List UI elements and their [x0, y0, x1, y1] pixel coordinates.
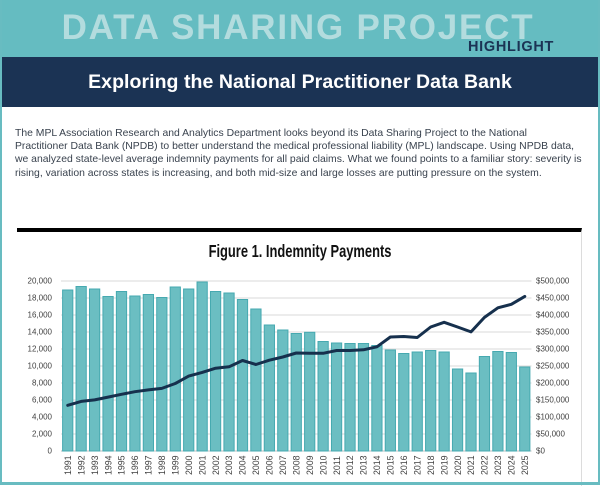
svg-text:1996: 1996 [130, 455, 140, 475]
svg-text:2000: 2000 [184, 455, 194, 475]
svg-text:1993: 1993 [90, 455, 100, 475]
svg-text:2011: 2011 [332, 456, 342, 475]
svg-text:4,000: 4,000 [32, 413, 53, 422]
svg-text:2013: 2013 [359, 455, 369, 475]
svg-text:20,000: 20,000 [28, 277, 53, 286]
svg-text:2018: 2018 [426, 455, 436, 475]
svg-text:2014: 2014 [372, 455, 382, 475]
svg-text:2009: 2009 [305, 455, 315, 475]
svg-text:16,000: 16,000 [28, 311, 53, 320]
svg-text:$300,000: $300,000 [536, 345, 570, 354]
svg-text:0: 0 [48, 447, 53, 456]
svg-text:2025: 2025 [520, 455, 530, 475]
svg-text:$250,000: $250,000 [536, 362, 570, 371]
svg-text:2001: 2001 [197, 455, 207, 475]
svg-text:2023: 2023 [493, 455, 503, 475]
svg-text:12,000: 12,000 [28, 345, 53, 354]
svg-text:$100,000: $100,000 [536, 413, 570, 422]
svg-text:2007: 2007 [278, 455, 288, 475]
svg-text:2010: 2010 [318, 455, 328, 475]
svg-text:2022: 2022 [480, 455, 490, 475]
svg-text:14,000: 14,000 [28, 328, 53, 337]
svg-text:$500,000: $500,000 [536, 277, 570, 286]
svg-text:1999: 1999 [170, 455, 180, 475]
svg-text:1995: 1995 [117, 455, 127, 475]
svg-text:2005: 2005 [251, 455, 261, 475]
svg-text:6,000: 6,000 [32, 396, 53, 405]
svg-text:2015: 2015 [386, 455, 396, 475]
svg-text:$400,000: $400,000 [536, 311, 570, 320]
svg-text:2006: 2006 [265, 455, 275, 475]
svg-text:2021: 2021 [466, 455, 476, 475]
svg-text:$0: $0 [536, 447, 545, 456]
svg-text:$350,000: $350,000 [536, 328, 570, 337]
svg-text:2020: 2020 [453, 455, 463, 475]
svg-text:2008: 2008 [291, 455, 301, 475]
svg-text:2017: 2017 [412, 455, 422, 475]
svg-text:$450,000: $450,000 [536, 294, 570, 303]
svg-text:1992: 1992 [76, 455, 86, 475]
svg-text:1998: 1998 [157, 455, 167, 475]
svg-text:8,000: 8,000 [32, 379, 53, 388]
svg-text:2016: 2016 [399, 455, 409, 475]
svg-text:$50,000: $50,000 [536, 430, 565, 439]
svg-text:$150,000: $150,000 [536, 396, 570, 405]
svg-text:2019: 2019 [439, 455, 449, 475]
svg-text:2004: 2004 [238, 455, 248, 475]
svg-text:10,000: 10,000 [28, 362, 53, 371]
svg-text:1991: 1991 [63, 455, 73, 475]
svg-text:1997: 1997 [144, 455, 154, 475]
svg-text:2024: 2024 [507, 455, 517, 475]
svg-text:18,000: 18,000 [28, 294, 53, 303]
svg-text:$200,000: $200,000 [536, 379, 570, 388]
svg-text:2,000: 2,000 [32, 430, 53, 439]
svg-text:2003: 2003 [224, 455, 234, 475]
svg-text:2012: 2012 [345, 455, 355, 475]
svg-text:1994: 1994 [103, 455, 113, 475]
svg-text:2002: 2002 [211, 455, 221, 475]
